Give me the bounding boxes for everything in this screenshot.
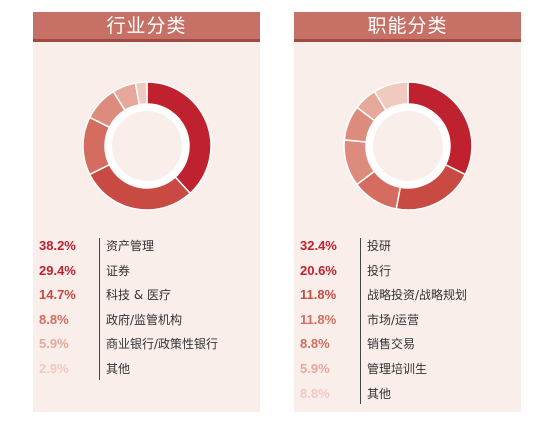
donut-slice [146, 81, 212, 195]
legend-item: 5.9% 管理培训生 [294, 359, 521, 379]
legend-value: 5.9% [39, 336, 69, 352]
legend-item: 20.6% 投行 [294, 261, 521, 281]
function-donut-chart [343, 81, 473, 211]
legend-item: 11.8% 战略投资/战略规划 [294, 285, 521, 305]
industry-panel: 行业分类 38.2% 资产管理 29.4% 证券 14.7% 科技 & 医疗 8.8% 政府/… [33, 12, 260, 412]
function-panel: 职能分类 32.4% 投研 20.6% 投行 11.8% 战略投资/战略规划 11.8% 市场… [294, 12, 521, 412]
legend-value: 2.9% [39, 361, 69, 376]
legend-label: 其他 [106, 362, 131, 376]
legend-label: 市场/运营 [367, 312, 420, 327]
legend-divider [99, 238, 100, 380]
donut-slice [373, 81, 409, 112]
legend-item: 29.4% 证券 [33, 261, 260, 281]
legend-item: 32.4% 投研 [294, 236, 521, 256]
legend-label: 其他 [367, 386, 392, 401]
legend-divider [360, 238, 361, 405]
legend-label: 管理培训生 [367, 362, 428, 376]
legend-value: 29.4% [39, 262, 76, 278]
donut-slice [134, 81, 148, 106]
legend-value: 14.7% [39, 287, 76, 303]
industry-donut-chart [82, 81, 212, 211]
legend-label: 科技 & 医疗 [106, 288, 171, 303]
legend-label: 投行 [367, 263, 392, 278]
industry-title: 行业分类 [33, 12, 260, 42]
legend-item: 5.9% 商业银行/政策性银行 [33, 334, 260, 354]
legend-label: 战略投资/战略规划 [367, 288, 468, 303]
legend-label: 商业银行/政策性银行 [106, 337, 219, 352]
legend-value: 11.8% [300, 311, 337, 327]
legend-label: 证券 [106, 263, 131, 278]
legend-item: 2.9% 其他 [33, 359, 260, 379]
legend-label: 政府/监管机构 [106, 312, 183, 327]
legend-value: 32.4% [300, 238, 337, 253]
legend-value: 8.8% [39, 311, 69, 327]
legend-label: 资产管理 [106, 239, 155, 253]
legend-value: 5.9% [300, 361, 330, 376]
legend-value: 38.2% [39, 238, 76, 253]
legend-item: 8.8% 其他 [294, 384, 521, 404]
legend-value: 8.8% [300, 336, 330, 352]
legend-item: 14.7% 科技 & 医疗 [33, 285, 260, 305]
donut-center [373, 111, 443, 181]
legend-item: 8.8% 销售交易 [294, 334, 521, 354]
function-title: 职能分类 [294, 12, 521, 42]
legend-item: 38.2% 资产管理 [33, 236, 260, 256]
legend-value: 8.8% [300, 385, 330, 401]
legend-value: 11.8% [300, 287, 337, 303]
donut-center [112, 111, 182, 181]
legend-item: 11.8% 市场/运营 [294, 310, 521, 330]
legend-item: 8.8% 政府/监管机构 [33, 310, 260, 330]
legend-value: 20.6% [300, 262, 337, 278]
legend-label: 投研 [367, 239, 392, 253]
legend-label: 销售交易 [367, 337, 416, 352]
